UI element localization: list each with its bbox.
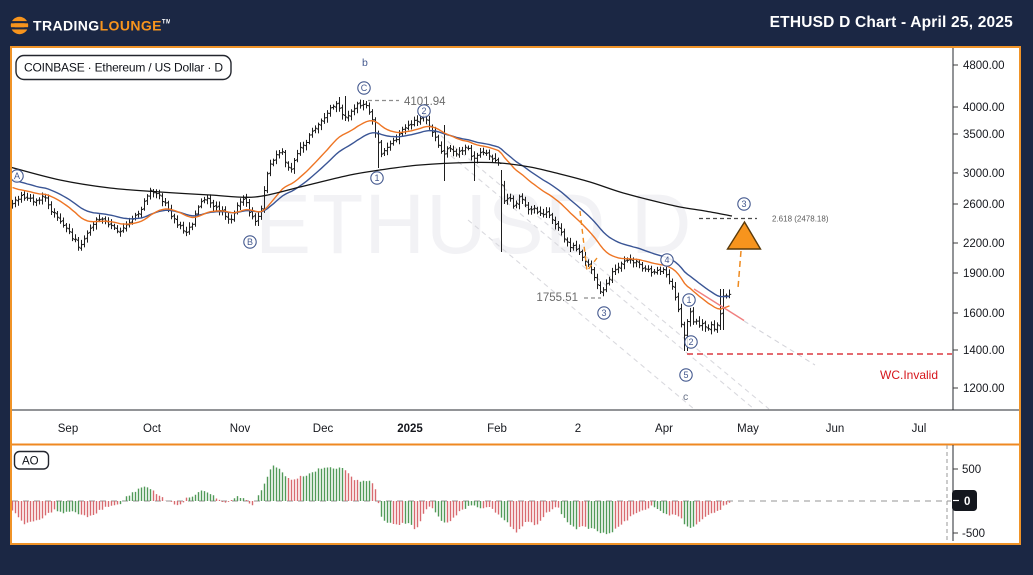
svg-text:Jul: Jul	[912, 423, 927, 435]
svg-text:B: B	[247, 237, 253, 247]
svg-text:Apr: Apr	[655, 423, 673, 435]
svg-text:5: 5	[683, 370, 688, 380]
svg-text:1: 1	[686, 295, 691, 305]
svg-text:b: b	[362, 57, 368, 69]
svg-text:Feb: Feb	[487, 423, 507, 435]
svg-text:Nov: Nov	[230, 423, 251, 435]
svg-text:2: 2	[575, 423, 581, 435]
svg-text:3: 3	[601, 308, 606, 318]
svg-text:4000.00: 4000.00	[963, 102, 1005, 114]
svg-text:3: 3	[741, 199, 746, 209]
svg-text:AO: AO	[22, 456, 39, 468]
svg-text:2600.00: 2600.00	[963, 199, 1005, 211]
svg-text:2.618 (2478.18): 2.618 (2478.18)	[772, 215, 829, 224]
svg-text:COINBASE · Ethereum / US Dolla: COINBASE · Ethereum / US Dollar · D	[24, 61, 223, 75]
svg-text:1755.51: 1755.51	[536, 292, 578, 304]
svg-text:3500.00: 3500.00	[963, 129, 1005, 141]
svg-text:Oct: Oct	[143, 423, 162, 435]
svg-text:2025: 2025	[397, 423, 423, 435]
svg-text:-500: -500	[962, 528, 985, 540]
svg-text:4: 4	[664, 255, 669, 265]
svg-text:1200.00: 1200.00	[963, 383, 1005, 395]
svg-text:3000.00: 3000.00	[963, 168, 1005, 180]
svg-text:WC.Invalid: WC.Invalid	[880, 368, 938, 382]
svg-text:1900.00: 1900.00	[963, 268, 1005, 280]
svg-text:C: C	[361, 83, 368, 93]
svg-text:2: 2	[421, 106, 426, 116]
svg-text:TRADINGLOUNGETM: TRADINGLOUNGETM	[33, 18, 170, 34]
svg-text:A: A	[14, 171, 20, 181]
svg-text:1: 1	[374, 173, 379, 183]
svg-text:ETHUSD D: ETHUSD D	[255, 177, 692, 271]
svg-text:Sep: Sep	[58, 423, 78, 435]
svg-text:2200.00: 2200.00	[963, 238, 1005, 250]
svg-text:2: 2	[688, 337, 693, 347]
svg-text:500: 500	[962, 464, 981, 476]
svg-text:1400.00: 1400.00	[963, 345, 1005, 357]
svg-text:Jun: Jun	[826, 423, 845, 435]
svg-text:4101.94: 4101.94	[404, 96, 446, 108]
svg-text:May: May	[737, 423, 759, 435]
svg-text:0: 0	[964, 496, 970, 508]
svg-text:c: c	[683, 391, 688, 403]
svg-text:4800.00: 4800.00	[963, 60, 1005, 72]
svg-text:1600.00: 1600.00	[963, 308, 1005, 320]
svg-text:Dec: Dec	[313, 423, 334, 435]
